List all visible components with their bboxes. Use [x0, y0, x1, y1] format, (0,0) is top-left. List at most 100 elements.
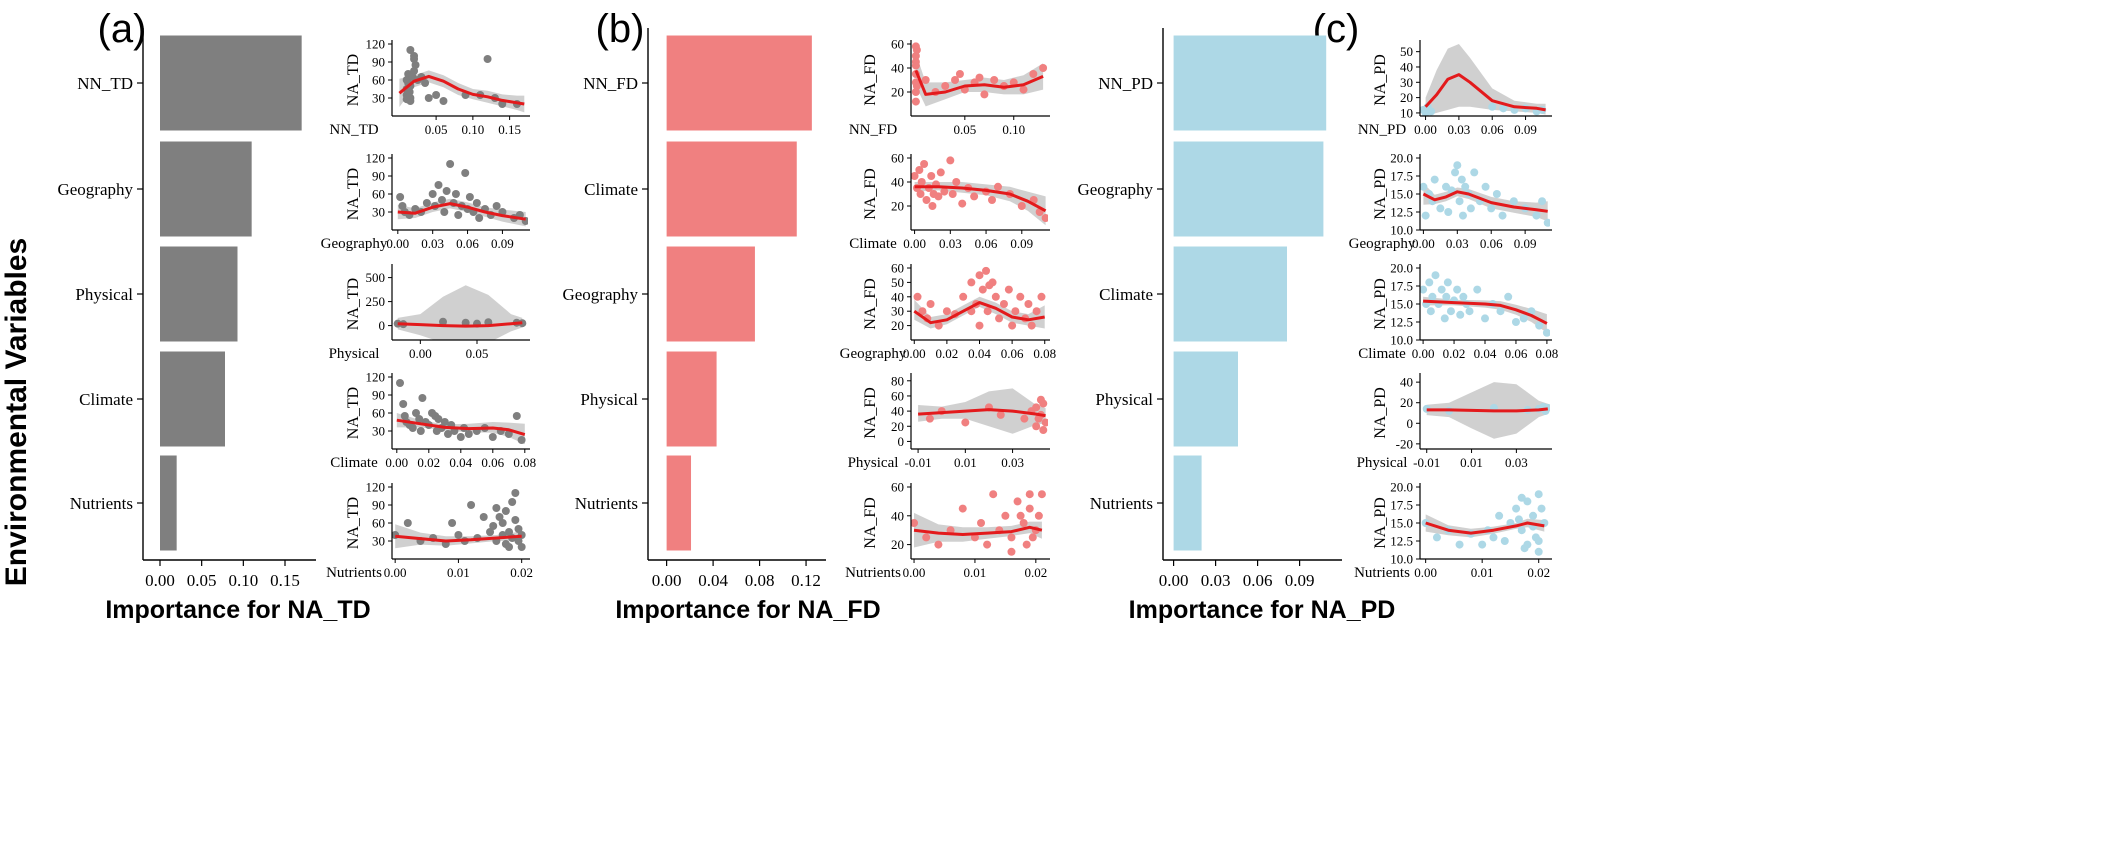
- data-point: [475, 214, 484, 222]
- data-point: [1007, 533, 1016, 542]
- data-point: [1473, 285, 1482, 294]
- data-point: [479, 513, 488, 521]
- x-tick-label: 0.05: [466, 346, 489, 361]
- data-point: [1032, 422, 1041, 431]
- data-point: [1001, 511, 1010, 520]
- x-axis-title: Importance for NA_TD: [105, 596, 370, 624]
- y-tick-label: 20: [891, 419, 904, 434]
- data-point: [1007, 547, 1016, 556]
- data-point: [921, 76, 930, 84]
- category-label: Geography: [562, 285, 638, 304]
- y-tick-label: 17.5: [1390, 279, 1413, 294]
- data-point: [1032, 403, 1041, 412]
- data-point: [917, 178, 926, 186]
- x-tick-label: 0.06: [1480, 236, 1503, 251]
- y-tick-label: 90: [372, 169, 385, 184]
- y-tick-label: 50: [891, 275, 904, 290]
- data-point: [920, 160, 929, 168]
- y-tick-label: 90: [372, 498, 385, 513]
- y-tick-label: 20: [891, 85, 904, 100]
- data-point: [446, 160, 455, 168]
- data-point: [1442, 292, 1451, 301]
- bar: [160, 35, 302, 131]
- x-tick-label: 0.01: [1471, 565, 1494, 580]
- data-point: [456, 433, 465, 441]
- x-tick-label: 0.00: [903, 346, 926, 361]
- data-point: [410, 67, 419, 75]
- data-point: [958, 199, 967, 208]
- x-tick-label: 0.00: [1159, 571, 1189, 590]
- data-point: [989, 490, 998, 499]
- data-point: [911, 519, 919, 527]
- data-point: [1420, 182, 1428, 191]
- y-tick-label: 20.0: [1390, 261, 1413, 276]
- y-tick-label: 12.5: [1390, 534, 1413, 549]
- data-point: [1543, 218, 1550, 227]
- partial-plot: 30 60 90 120 0.00 0.02 0.04 0.06 0.08 Climate NA_T…: [330, 370, 536, 472]
- category-label: Climate: [584, 180, 638, 199]
- partial-x-label: Climate: [1358, 346, 1406, 362]
- partial-y-label: NA_TD: [345, 54, 362, 106]
- y-tick-label: 30: [372, 424, 385, 439]
- y-tick-label: 120: [366, 370, 386, 385]
- data-point: [1500, 537, 1509, 545]
- data-point: [915, 166, 924, 174]
- y-tick-label: 40: [1400, 375, 1413, 390]
- data-point: [955, 70, 964, 78]
- data-point: [517, 543, 526, 551]
- data-point: [1517, 493, 1526, 502]
- y-tick-label: 20: [891, 318, 904, 333]
- data-point: [1458, 211, 1467, 220]
- data-point: [912, 46, 921, 54]
- x-tick-label: 0.06: [975, 236, 998, 251]
- data-point: [1024, 300, 1033, 308]
- x-tick-label: 0.00: [652, 571, 682, 590]
- y-tick-label: 50: [1400, 44, 1413, 59]
- y-tick-label: 0: [898, 434, 905, 449]
- smooth-line: [397, 321, 523, 328]
- data-point: [1432, 533, 1441, 542]
- data-point: [1034, 511, 1043, 520]
- data-point: [940, 187, 949, 196]
- category-label: Climate: [79, 390, 133, 409]
- data-point: [1451, 168, 1460, 177]
- data-point: [927, 172, 936, 180]
- data-point: [1029, 70, 1038, 78]
- data-point: [1487, 204, 1496, 213]
- data-point: [911, 172, 919, 180]
- bar: [666, 35, 812, 131]
- smooth-line: [918, 408, 1046, 418]
- data-point: [1036, 395, 1045, 404]
- data-point: [505, 543, 514, 551]
- partial-plot: 30 60 90 120 0.00 0.01 0.02 Nutrients NA_TD: [326, 480, 533, 582]
- partial-x-label: Geography: [840, 346, 907, 362]
- data-point: [911, 52, 920, 60]
- x-tick-label: 0.12: [791, 571, 821, 590]
- smooth-line: [914, 185, 1047, 213]
- confidence-band: [1423, 296, 1547, 333]
- data-point: [1457, 175, 1466, 184]
- data-point: [489, 522, 498, 530]
- x-tick-label: 0.05: [187, 571, 217, 590]
- data-point: [492, 504, 501, 512]
- data-point: [422, 199, 431, 207]
- data-point: [1034, 414, 1043, 423]
- data-point: [1481, 182, 1490, 191]
- data-point: [1444, 208, 1453, 216]
- x-tick-label: 0.02: [1024, 565, 1047, 580]
- data-point: [1496, 307, 1505, 316]
- data-point: [1455, 197, 1464, 206]
- partial-x-label: NN_FD: [849, 122, 898, 138]
- x-tick-label: 0.03: [1001, 455, 1024, 470]
- data-point: [1465, 307, 1474, 316]
- bar: [1173, 351, 1238, 447]
- data-point: [1017, 202, 1026, 210]
- y-tick-label: 120: [366, 151, 386, 166]
- data-point: [925, 414, 934, 423]
- y-tick-label: 10.0: [1390, 333, 1413, 348]
- partial-plot: 30 60 90 120 0.00 0.03 0.06 0.09 Geography NA_TD: [321, 151, 530, 252]
- data-point: [1492, 190, 1501, 198]
- data-point: [440, 418, 449, 426]
- panel-label: (b): [596, 7, 645, 51]
